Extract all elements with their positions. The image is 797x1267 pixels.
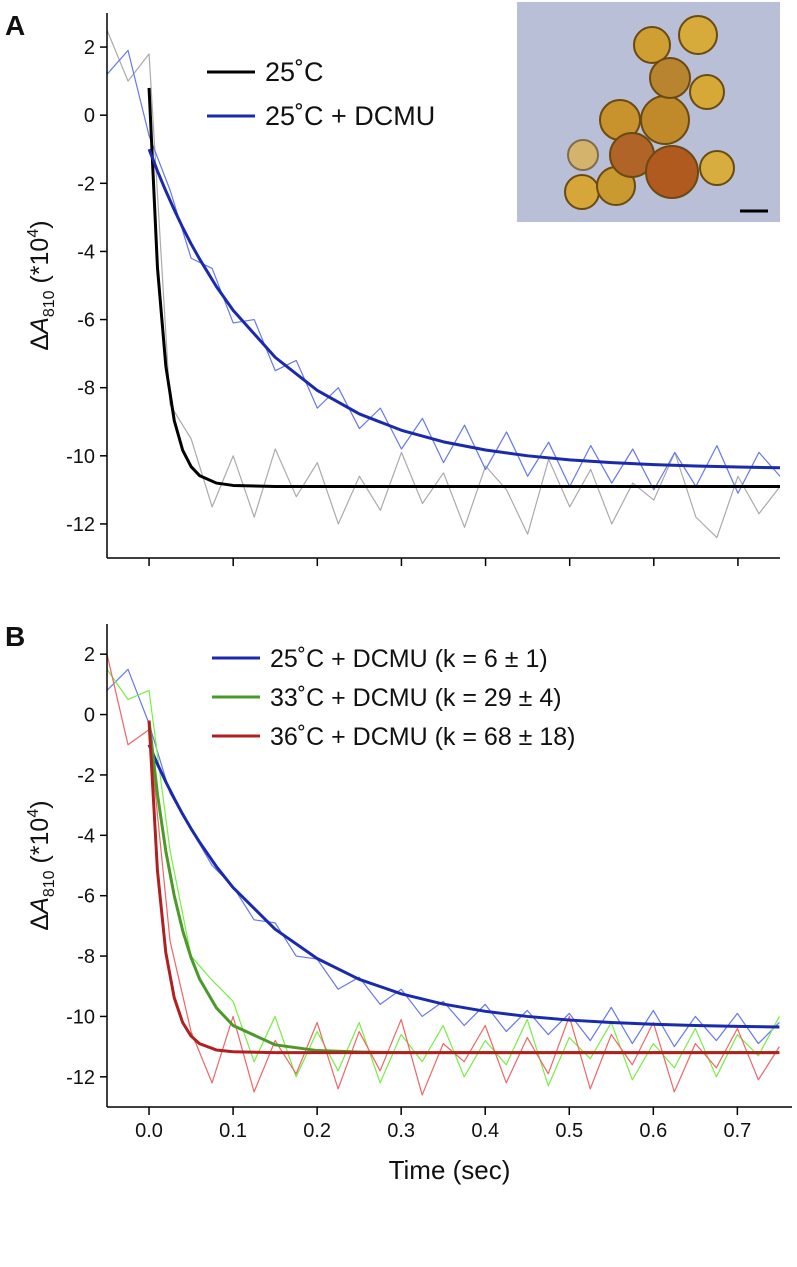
x-tick-label: 0.6 xyxy=(639,1120,667,1142)
data-line xyxy=(147,720,780,1055)
data-line xyxy=(147,87,780,488)
x-tick-label: 0.5 xyxy=(555,1120,583,1142)
y-tick-label: -8 xyxy=(77,378,95,400)
y-tick-label: -10 xyxy=(66,446,95,468)
y-label-part: 810 xyxy=(41,290,58,317)
panel: 2 0 -2 -4 -6 -8 -10 -12 0.0 0.1 0.2 0.3 0.4 0.5 0.6 0.7… xyxy=(5,621,792,1185)
legend-label: 25˚C xyxy=(265,57,324,87)
inset-micrograph xyxy=(517,2,780,222)
y-label-part: ) xyxy=(26,220,54,228)
y-axis-label: ΔA810 (*104) xyxy=(25,220,58,350)
y-label-part: ) xyxy=(26,800,54,808)
y-tick-label: -6 xyxy=(77,886,95,908)
x-axis-label: Time (sec) xyxy=(389,1155,511,1185)
y-tick-label: -2 xyxy=(77,765,95,787)
y-axis-label: ΔA810 (*104) xyxy=(25,800,58,930)
y-label-part: Δ xyxy=(26,334,54,351)
y-label-part: 4 xyxy=(25,229,42,238)
y-label-part: A xyxy=(26,897,54,916)
x-tick-label: 0.2 xyxy=(303,1120,331,1142)
y-label-part: (*10 xyxy=(26,818,54,871)
panel-label: A xyxy=(5,10,25,41)
panel-label: B xyxy=(5,621,25,652)
y-tick-label: -8 xyxy=(77,946,95,968)
y-label-part: Δ xyxy=(26,914,54,931)
x-tick-label: 0.7 xyxy=(723,1120,751,1142)
y-tick-label: -6 xyxy=(77,310,95,332)
y-tick-label: 0 xyxy=(84,705,95,727)
data-line xyxy=(147,744,780,1029)
data-line xyxy=(106,668,780,1087)
data-line xyxy=(106,668,780,1048)
data-line xyxy=(106,29,781,539)
y-tick-label: -4 xyxy=(77,241,95,263)
y-tick-label: -2 xyxy=(77,173,95,195)
y-tick-label: 2 xyxy=(84,644,95,666)
y-tick-label: 2 xyxy=(84,37,95,59)
y-label-part: A xyxy=(26,317,54,336)
legend-label: 25˚C + DCMU (k = 6 ± 1) xyxy=(270,645,548,673)
legend-label: 36˚C + DCMU (k = 68 ± 18) xyxy=(270,723,575,751)
y-label-part: 810 xyxy=(41,870,58,897)
data-line xyxy=(147,148,781,470)
y-label-part: (*10 xyxy=(26,238,54,291)
x-tick-label: 0.3 xyxy=(387,1120,415,1142)
legend-label: 25˚C + DCMU xyxy=(265,101,435,131)
y-tick-label: -12 xyxy=(66,1067,95,1089)
data-line xyxy=(147,720,780,1055)
y-label-part: 4 xyxy=(25,809,42,818)
data-line xyxy=(106,654,780,1096)
y-tick-label: 0 xyxy=(84,105,95,127)
y-tick-label: -10 xyxy=(66,1006,95,1028)
y-tick-label: -12 xyxy=(66,514,95,536)
x-tick-label: 0.0 xyxy=(135,1120,163,1142)
x-tick-label: 0.1 xyxy=(219,1120,247,1142)
y-tick-label: -4 xyxy=(77,825,95,847)
x-tick-label: 0.4 xyxy=(471,1120,499,1142)
legend-label: 33˚C + DCMU (k = 29 ± 4) xyxy=(270,684,562,712)
